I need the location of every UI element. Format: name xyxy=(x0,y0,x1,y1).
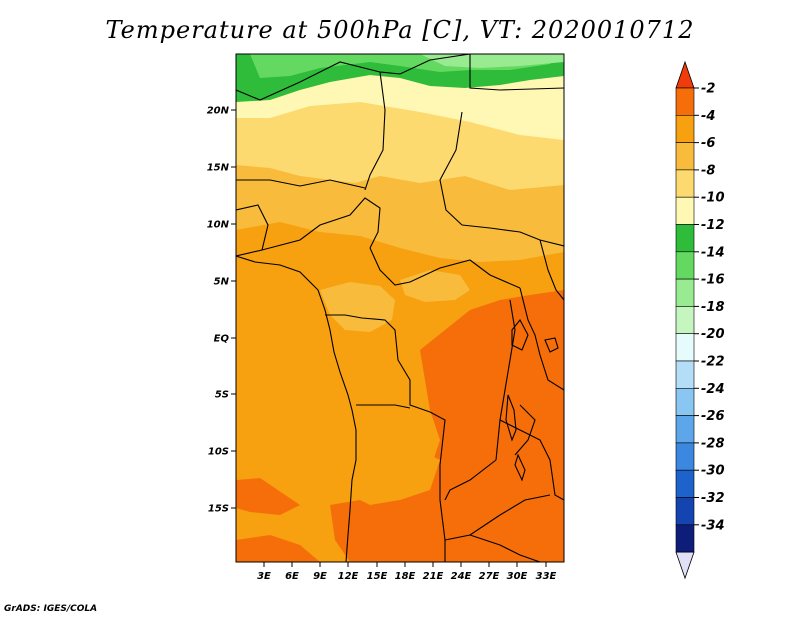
colorbar-swatch xyxy=(675,224,695,253)
lon-label: 18E xyxy=(395,571,416,582)
lat-label: EQ xyxy=(214,334,230,345)
colorbar-label: -32 xyxy=(701,491,725,506)
colorbar-swatch xyxy=(675,142,695,171)
lat-label: 10S xyxy=(208,447,229,458)
colorbar-label: -24 xyxy=(701,382,725,397)
lat-label: 10N xyxy=(207,220,230,231)
lat-label: 15N xyxy=(207,163,230,174)
temperature-map xyxy=(236,54,564,562)
lon-label: 21E xyxy=(423,571,444,582)
colorbar-swatch xyxy=(675,306,695,334)
lat-label: 5S xyxy=(215,390,229,401)
colorbar-swatch xyxy=(675,196,695,225)
colorbar-swatch xyxy=(675,469,695,498)
colorbar-label: -18 xyxy=(701,300,725,315)
lon-label: 9E xyxy=(313,571,327,582)
colorbar-swatch xyxy=(675,524,695,553)
latitude-axis: 20N 15N 10N 5N EQ 5S 10S 15S xyxy=(207,106,236,515)
colorbar-label: -12 xyxy=(701,218,725,233)
colorbar-top-arrow xyxy=(675,60,695,89)
grads-credit: GrADS: IGES/COLA xyxy=(4,604,98,614)
colorbar-swatch xyxy=(675,115,695,143)
lat-label: 20N xyxy=(207,106,230,117)
colorbar-swatch xyxy=(675,387,695,416)
lon-label: 30E xyxy=(507,571,528,582)
colorbar-swatch xyxy=(675,333,695,362)
colorbar-label: -4 xyxy=(701,109,715,124)
map-frame xyxy=(235,53,565,563)
lon-label: 27E xyxy=(479,571,500,582)
colorbar: -2 -4 -6 -8 -10 -12 -14 -16 -18 -20 -22 -24 -26 -28 -3… xyxy=(675,60,725,580)
colorbar-label: -8 xyxy=(701,163,715,178)
colorbar-swatch xyxy=(675,251,695,280)
colorbar-label: -14 xyxy=(701,245,725,260)
colorbar-swatch xyxy=(675,415,695,444)
colorbar-bottom-arrow xyxy=(675,551,695,580)
colorbar-label: -26 xyxy=(701,409,725,424)
lon-label: 12E xyxy=(338,571,359,582)
lon-label: 15E xyxy=(367,571,388,582)
colorbar-label: -28 xyxy=(701,436,725,451)
lon-label: 24E xyxy=(451,571,472,582)
northern-palegreen-band xyxy=(420,54,564,68)
colorbar-label: -10 xyxy=(701,191,725,206)
lat-label: 15S xyxy=(208,504,229,515)
lon-label: 33E xyxy=(536,571,557,582)
lon-label: 6E xyxy=(285,571,299,582)
southern-tongue xyxy=(345,450,440,505)
southwest-warm-patch-2 xyxy=(236,535,320,562)
country-boundaries xyxy=(236,54,564,562)
colorbar-label: -22 xyxy=(701,355,725,370)
lat-label: 5N xyxy=(214,277,230,288)
colorbar-label: -30 xyxy=(701,464,725,479)
atlantic-region xyxy=(236,262,350,505)
longitude-axis: 3E 6E 9E 12E 15E 18E 21E 24E 27E 30E 33E xyxy=(257,562,557,582)
lon-label: 3E xyxy=(257,571,271,582)
colorbar-label: -16 xyxy=(701,273,725,288)
colorbar-swatch xyxy=(675,169,695,198)
southwest-warm-patch xyxy=(236,478,300,515)
colorbar-swatch xyxy=(675,278,695,307)
colorbar-label: -2 xyxy=(701,82,715,97)
colorbar-swatch xyxy=(675,360,695,389)
colorbar-label: -6 xyxy=(701,136,715,151)
map-title: Temperature at 500hPa [C], VT: 202001071… xyxy=(105,16,695,44)
colorbar-label: -34 xyxy=(701,518,725,533)
colorbar-swatch xyxy=(675,87,695,116)
colorbar-label: -20 xyxy=(701,327,725,342)
colorbar-swatch xyxy=(675,442,695,471)
colorbar-swatch xyxy=(675,497,695,526)
